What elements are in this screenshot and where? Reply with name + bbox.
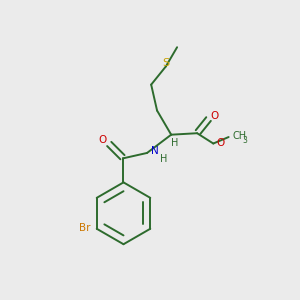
Text: H: H [160, 154, 168, 164]
Text: S: S [162, 58, 169, 68]
Text: O: O [217, 138, 225, 148]
Text: 3: 3 [243, 136, 248, 146]
Text: O: O [98, 135, 106, 145]
Text: CH: CH [232, 130, 246, 141]
Text: Br: Br [79, 223, 90, 233]
Text: H: H [171, 138, 178, 148]
Text: N: N [151, 146, 158, 157]
Text: O: O [211, 110, 219, 121]
